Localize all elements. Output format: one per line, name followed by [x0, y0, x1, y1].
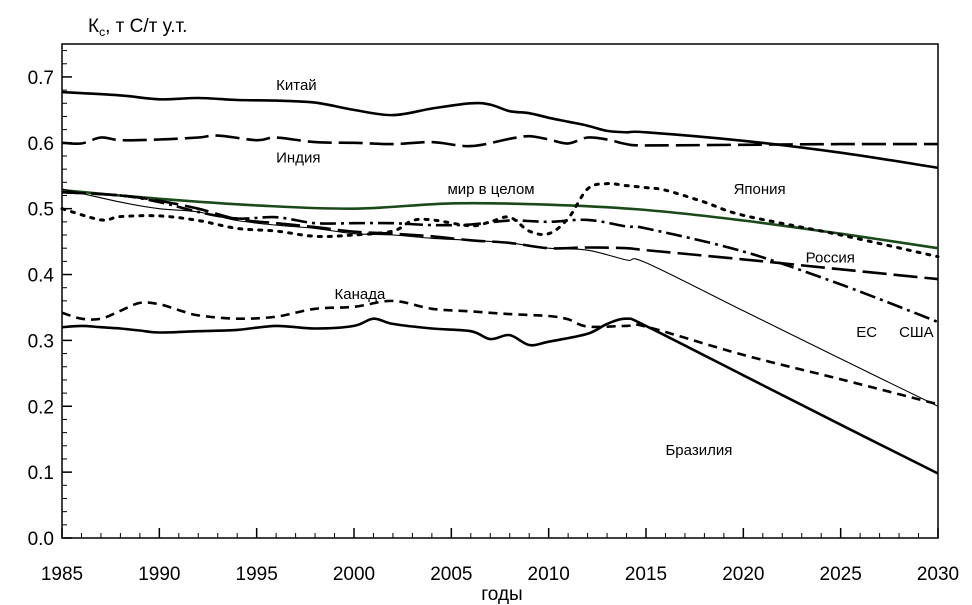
y-axis-title-rest: , т С/т у.т. [105, 16, 187, 37]
series-line-usa [61, 190, 939, 324]
chart-axes: 0.0 0.1 0.2 0.3 0.4 0.5 0.6 0.7 1985 1990 1995 2000… [28, 43, 959, 585]
y-tick-label: 0.5 [28, 200, 54, 221]
y-tick-label: 0.3 [28, 331, 54, 352]
chart-series-layer [60, 90, 940, 475]
series-line-world [61, 188, 939, 250]
y-tick-label: 0.2 [28, 397, 54, 418]
x-tick-label: 1985 [41, 564, 83, 585]
plot-frame [61, 43, 939, 539]
chart-labels-layer: Китай Индия мир в целом Япония Россия Канада Е… [276, 77, 934, 459]
series-label: Индия [276, 150, 320, 167]
y-tick-label: 0.4 [28, 266, 55, 287]
x-tick-label: 2025 [820, 564, 862, 585]
series-label: ЕС [856, 324, 877, 341]
series-line-china [61, 90, 939, 170]
y-axis-title-main: К [88, 16, 99, 37]
series-label: Япония [734, 181, 786, 198]
series-label: Канада [335, 286, 386, 303]
x-tick-label: 2015 [625, 564, 667, 585]
y-axis-title: Кс, т С/т у.т. [88, 16, 187, 39]
x-tick-label: 2010 [528, 564, 570, 585]
series-label: мир в целом [447, 181, 534, 198]
y-tick-label: 0.0 [28, 529, 54, 550]
series-label: Китай [276, 77, 317, 94]
series-label: Россия [806, 250, 855, 267]
y-tick-label: 0.7 [28, 68, 54, 89]
series-line-india [61, 134, 939, 148]
series-line-eu [61, 188, 939, 407]
y-tick-label: 0.6 [28, 134, 54, 155]
series-line-japan [60, 182, 940, 259]
y-tick-label: 0.1 [28, 463, 54, 484]
y-axis-title-sub: с [99, 25, 105, 39]
x-tick-label: 2030 [917, 564, 959, 585]
series-label: США [899, 324, 934, 341]
series-line-canada [61, 299, 939, 406]
x-tick-label: 2005 [430, 564, 472, 585]
series-line-russia [61, 190, 939, 281]
series-line-brazil [61, 317, 939, 475]
x-tick-label: 1990 [138, 564, 180, 585]
x-tick-label: 2000 [333, 564, 375, 585]
x-tick-label: 2020 [722, 564, 764, 585]
x-tick-label: 1995 [236, 564, 278, 585]
x-axis-title: годы [481, 584, 522, 605]
series-label: Бразилия [665, 442, 732, 459]
